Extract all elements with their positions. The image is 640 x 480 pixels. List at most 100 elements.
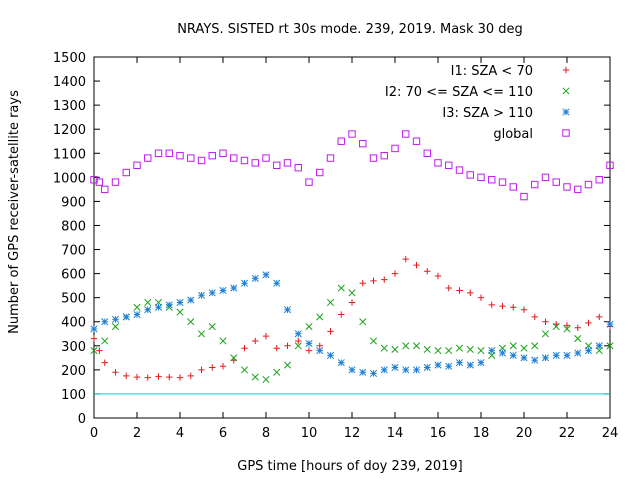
- data-point: [456, 287, 463, 294]
- data-point: [154, 149, 163, 157]
- data-point: [251, 274, 259, 282]
- data-point: [144, 306, 152, 314]
- y-tick-label: 400: [61, 316, 86, 331]
- data-point: [413, 261, 420, 269]
- data-point: [369, 337, 378, 345]
- data-point: [230, 354, 238, 362]
- data-point: [402, 342, 410, 350]
- data-point: [176, 308, 184, 316]
- data-point: [316, 313, 324, 321]
- data-point: [144, 374, 151, 381]
- data-point: [477, 359, 485, 367]
- x-tick-label: 18: [473, 426, 490, 441]
- data-point: [230, 154, 238, 162]
- data-point: [273, 161, 281, 170]
- plot-area: 0 2 4 6 8 10 12 14 16 18 20 22 240100200300400500600…: [53, 51, 618, 441]
- x-tick-label: 22: [559, 426, 576, 441]
- data-point: [284, 342, 291, 349]
- data-point: [111, 315, 120, 323]
- data-point: [208, 322, 216, 331]
- data-point: [187, 154, 195, 162]
- data-point: [520, 306, 528, 313]
- data-point: [240, 366, 249, 374]
- y-tick-label: 1400: [53, 75, 86, 90]
- data-point: [380, 366, 388, 374]
- data-point: [380, 344, 388, 352]
- data-point: [498, 178, 507, 186]
- legend-label: I2: 70 <= SZA <= 110: [385, 85, 533, 100]
- y-tick-label: 600: [61, 268, 86, 283]
- data-point: [520, 192, 528, 201]
- data-point: [241, 345, 248, 352]
- data-point: [595, 342, 603, 350]
- data-point: [262, 271, 270, 279]
- data-point: [552, 322, 560, 331]
- data-point: [424, 267, 431, 275]
- data-point: [606, 161, 614, 170]
- data-point: [176, 298, 184, 307]
- data-point: [348, 299, 356, 306]
- data-point: [316, 347, 324, 355]
- data-point: [606, 342, 614, 350]
- data-point: [101, 337, 109, 345]
- y-tick-label: 1100: [53, 147, 86, 162]
- data-point: [370, 277, 377, 285]
- data-point: [219, 337, 227, 345]
- data-point: [165, 301, 173, 309]
- data-point: [294, 342, 302, 350]
- data-point: [563, 183, 571, 191]
- data-point: [520, 344, 528, 352]
- legend-marker: [562, 66, 570, 74]
- data-point: [326, 298, 335, 307]
- data-point: [165, 149, 173, 157]
- data-point: [466, 171, 474, 179]
- data-point: [95, 178, 104, 186]
- data-point: [552, 178, 560, 186]
- data-point: [412, 366, 421, 374]
- data-point: [574, 185, 582, 194]
- y-tick-label: 1500: [53, 51, 86, 66]
- data-point: [294, 164, 302, 172]
- data-point: [359, 368, 367, 376]
- data-point: [499, 302, 506, 310]
- data-point: [305, 322, 313, 331]
- data-point: [240, 156, 249, 165]
- data-point: [197, 156, 206, 165]
- y-tick-label: 1000: [53, 171, 86, 186]
- data-point: [445, 347, 453, 355]
- data-point: [509, 183, 517, 191]
- data-point: [359, 318, 367, 326]
- data-point: [101, 318, 109, 326]
- chart-title: NRAYS. SISTED rt 30s mode. 239, 2019. Ma…: [177, 22, 523, 37]
- data-point: [197, 291, 206, 299]
- data-point: [337, 284, 345, 292]
- data-point: [219, 149, 227, 157]
- data-point: [402, 366, 410, 374]
- data-point: [380, 151, 388, 160]
- data-point: [595, 176, 603, 184]
- data-point: [541, 330, 550, 338]
- x-tick-label: 0: [90, 426, 98, 441]
- data-point: [133, 161, 141, 170]
- data-point: [208, 289, 216, 297]
- legend-label: I3: SZA > 110: [442, 106, 533, 121]
- data-point: [359, 139, 367, 148]
- data-point: [348, 366, 356, 374]
- data-point: [552, 351, 560, 359]
- data-point: [509, 351, 517, 359]
- data-point: [283, 361, 292, 369]
- data-point: [219, 286, 227, 295]
- legend-label: I1: SZA < 70: [451, 64, 533, 79]
- y-tick-label: 1300: [53, 99, 86, 114]
- data-point: [423, 149, 431, 157]
- y-tick-label: 100: [61, 388, 86, 403]
- data-point: [154, 303, 163, 311]
- data-point: [273, 279, 281, 287]
- y-tick-label: 200: [61, 364, 86, 379]
- x-tick-label: 16: [430, 426, 447, 441]
- data-point: [144, 154, 152, 162]
- data-point: [90, 325, 98, 333]
- data-point: [123, 372, 130, 380]
- data-point: [338, 311, 345, 318]
- data-point: [391, 345, 399, 353]
